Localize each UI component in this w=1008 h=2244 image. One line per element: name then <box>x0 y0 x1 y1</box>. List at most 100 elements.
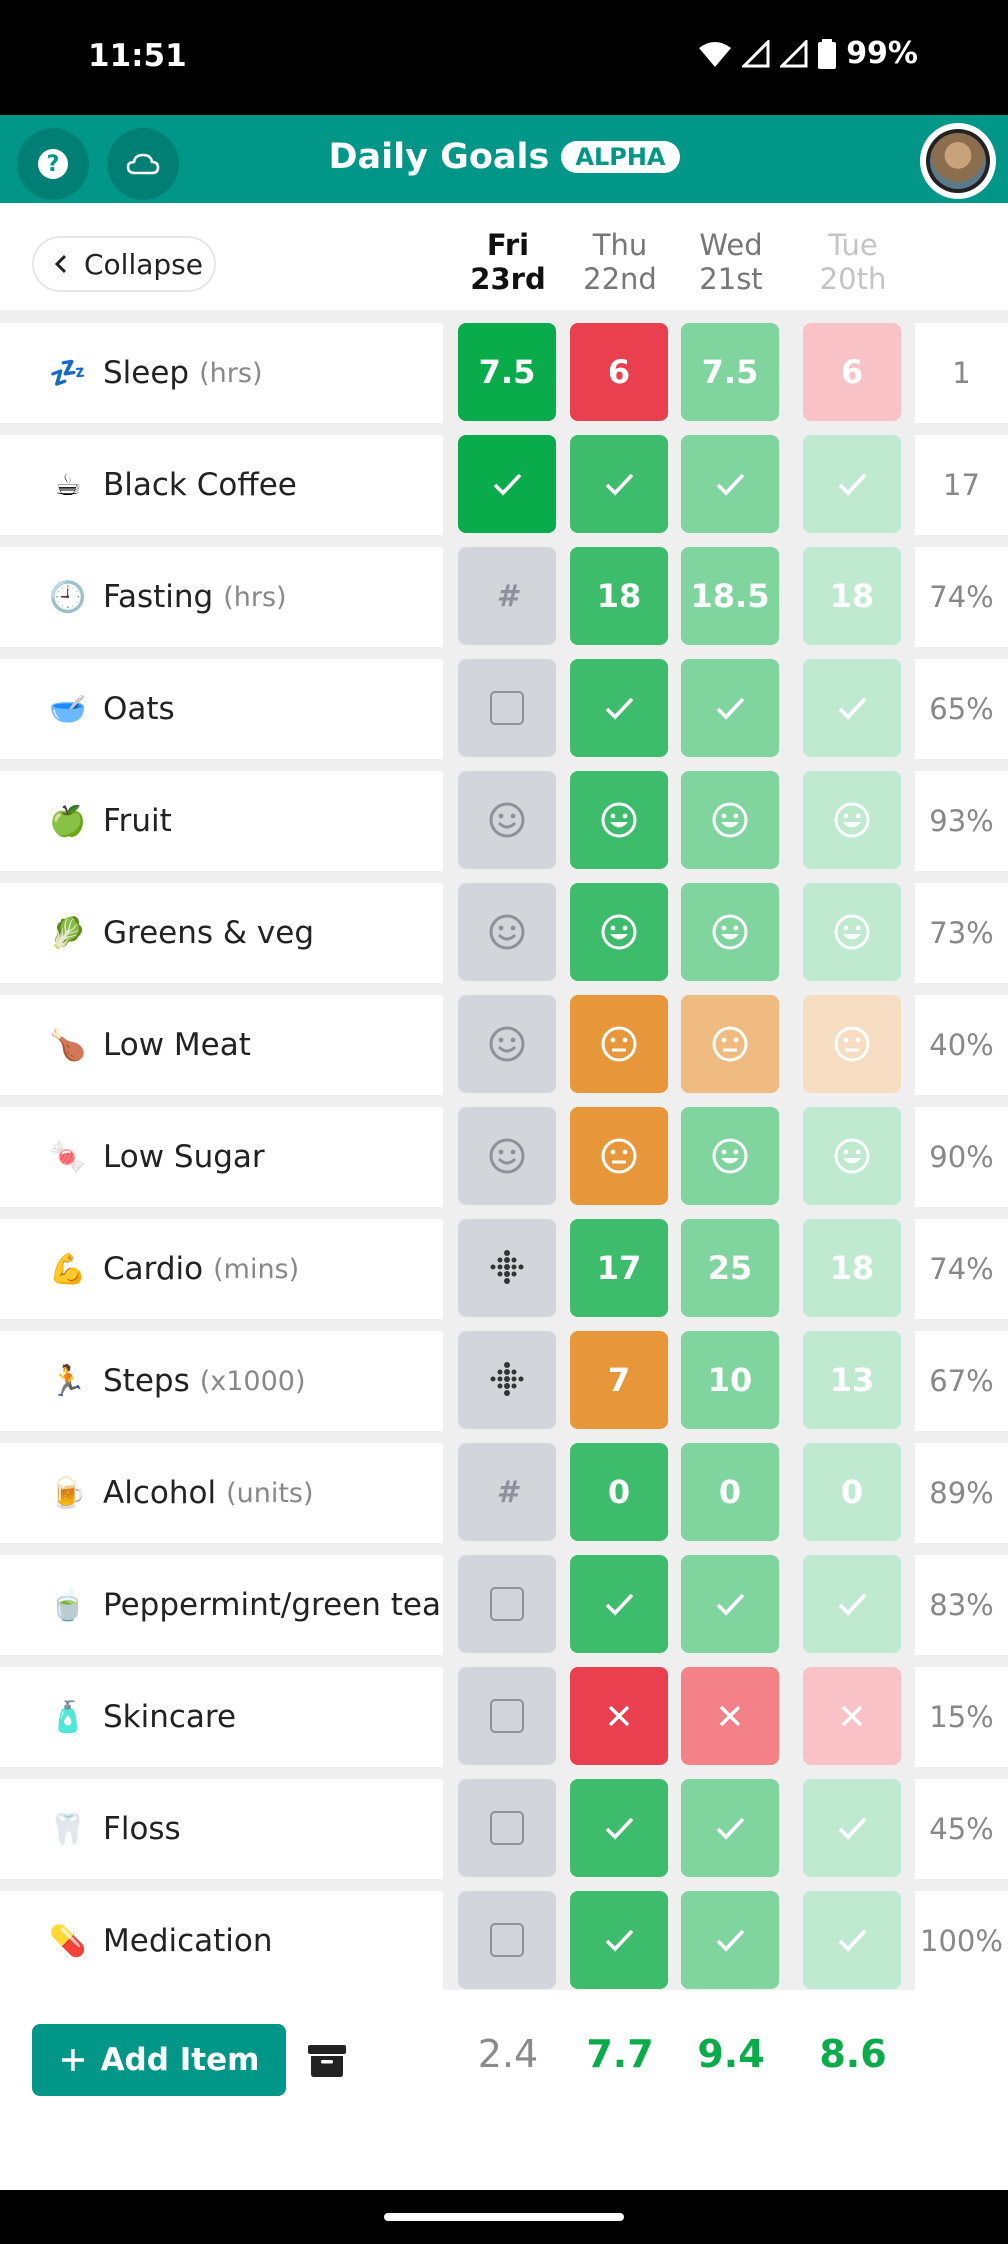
day-cell[interactable] <box>681 659 779 757</box>
goal-stat: 65% <box>915 659 1008 759</box>
goal-label[interactable]: 🍺 Alcohol (units) <box>0 1443 443 1543</box>
day-header[interactable]: Fri 23rd <box>458 228 558 296</box>
day-cell[interactable] <box>458 1779 556 1877</box>
day-cell[interactable] <box>458 883 556 981</box>
day-cell[interactable]: 13 <box>803 1331 901 1429</box>
day-cell[interactable] <box>681 1667 779 1765</box>
goal-emoji-icon: 🍗 <box>49 1027 87 1063</box>
collapse-button[interactable]: Collapse <box>32 236 216 292</box>
day-cell[interactable] <box>570 1107 668 1205</box>
goal-label[interactable]: 🧴 Skincare <box>0 1667 443 1767</box>
day-cell[interactable]: 7 <box>570 1331 668 1429</box>
day-header[interactable]: Thu 22nd <box>570 228 670 296</box>
day-cell[interactable]: 10 <box>681 1331 779 1429</box>
day-cell[interactable] <box>458 1219 556 1317</box>
goal-label[interactable]: 🍏 Fruit <box>0 771 443 871</box>
day-cell[interactable] <box>458 1667 556 1765</box>
day-cell[interactable]: # <box>458 1443 556 1541</box>
day-header[interactable]: Tue 20th <box>803 228 903 296</box>
add-item-button[interactable]: Add Item <box>32 2024 286 2096</box>
day-cell[interactable] <box>458 1555 556 1653</box>
day-cell[interactable] <box>570 1667 668 1765</box>
day-header[interactable]: Wed 21st <box>681 228 781 296</box>
day-cell[interactable] <box>458 771 556 869</box>
day-cell[interactable] <box>570 1555 668 1653</box>
avatar[interactable] <box>920 123 996 199</box>
day-cell[interactable] <box>681 1555 779 1653</box>
day-cell[interactable] <box>803 1555 901 1653</box>
cloud-sync-button[interactable] <box>107 128 179 200</box>
day-cell[interactable]: 18 <box>570 547 668 645</box>
goal-emoji-icon: 🦷 <box>49 1811 87 1847</box>
goal-label[interactable]: 💤 Sleep (hrs) <box>0 323 443 423</box>
goal-label[interactable]: 💊 Medication <box>0 1891 443 1991</box>
goal-label[interactable]: 🍵 Peppermint/green tea <box>0 1555 443 1655</box>
day-cell[interactable] <box>570 1891 668 1989</box>
day-cell[interactable] <box>803 883 901 981</box>
day-cell[interactable] <box>803 435 901 533</box>
goal-row: 🏃 Steps (x1000) 7 10 13 67% <box>0 1331 1008 1443</box>
cell-value: 18 <box>829 1249 875 1287</box>
goal-label[interactable]: 🏃 Steps (x1000) <box>0 1331 443 1431</box>
day-cell[interactable] <box>803 995 901 1093</box>
day-cell[interactable] <box>570 995 668 1093</box>
goal-unit: (units) <box>226 1477 314 1509</box>
app-header: ? Daily Goals ALPHA <box>0 115 1008 203</box>
day-cell[interactable] <box>681 883 779 981</box>
goal-label[interactable]: 💪 Cardio (mins) <box>0 1219 443 1319</box>
day-cell[interactable]: 18 <box>803 547 901 645</box>
day-cell[interactable]: 6 <box>570 323 668 421</box>
day-cell[interactable] <box>681 435 779 533</box>
day-date: 20th <box>819 262 887 296</box>
day-cell[interactable] <box>458 1891 556 1989</box>
day-cell[interactable] <box>803 1667 901 1765</box>
check-icon <box>716 473 745 496</box>
day-cell[interactable] <box>803 1107 901 1205</box>
cross-icon <box>719 1705 741 1727</box>
help-icon: ? <box>38 149 68 179</box>
archive-icon[interactable] <box>307 2040 347 2080</box>
goal-label[interactable]: 🕘 Fasting (hrs) <box>0 547 443 647</box>
day-cell[interactable]: 17 <box>570 1219 668 1317</box>
day-cell[interactable] <box>681 771 779 869</box>
day-cell[interactable] <box>570 435 668 533</box>
day-cell[interactable]: 0 <box>803 1443 901 1541</box>
day-cell[interactable] <box>681 1107 779 1205</box>
day-cell[interactable]: # <box>458 547 556 645</box>
goal-label[interactable]: 🥬 Greens & veg <box>0 883 443 983</box>
day-cell[interactable] <box>570 659 668 757</box>
day-cell[interactable] <box>803 771 901 869</box>
day-cell[interactable] <box>681 995 779 1093</box>
day-cell[interactable]: 6 <box>803 323 901 421</box>
help-button[interactable]: ? <box>17 128 89 200</box>
day-cell[interactable] <box>458 435 556 533</box>
day-cell[interactable] <box>570 883 668 981</box>
day-cell[interactable]: 25 <box>681 1219 779 1317</box>
day-cell[interactable] <box>681 1891 779 1989</box>
day-cell[interactable] <box>458 995 556 1093</box>
goal-label[interactable]: 🍗 Low Meat <box>0 995 443 1095</box>
day-date: 23rd <box>470 262 546 296</box>
day-cell[interactable]: 18.5 <box>681 547 779 645</box>
day-cell[interactable] <box>803 1891 901 1989</box>
day-cell[interactable]: 0 <box>570 1443 668 1541</box>
goal-label[interactable]: 🍬 Low Sugar <box>0 1107 443 1207</box>
day-cell[interactable]: 0 <box>681 1443 779 1541</box>
day-cell[interactable]: 18 <box>803 1219 901 1317</box>
goal-label[interactable]: 🦷 Floss <box>0 1779 443 1879</box>
day-cell[interactable]: 7.5 <box>458 323 556 421</box>
day-cell[interactable] <box>458 659 556 757</box>
day-cell[interactable] <box>458 1331 556 1429</box>
goal-row: 💤 Sleep (hrs) 7.5 6 7.5 6 1 <box>0 323 1008 435</box>
goal-label[interactable]: 🥣 Oats <box>0 659 443 759</box>
day-cell[interactable] <box>681 1779 779 1877</box>
day-cell[interactable] <box>570 771 668 869</box>
day-cell[interactable]: 7.5 <box>681 323 779 421</box>
goal-label[interactable]: ☕ Black Coffee <box>0 435 443 535</box>
day-cell[interactable] <box>803 659 901 757</box>
day-cell[interactable] <box>458 1107 556 1205</box>
goal-emoji-icon: 🍬 <box>49 1139 87 1175</box>
home-handle[interactable] <box>384 2213 624 2221</box>
day-cell[interactable] <box>803 1779 901 1877</box>
day-cell[interactable] <box>570 1779 668 1877</box>
